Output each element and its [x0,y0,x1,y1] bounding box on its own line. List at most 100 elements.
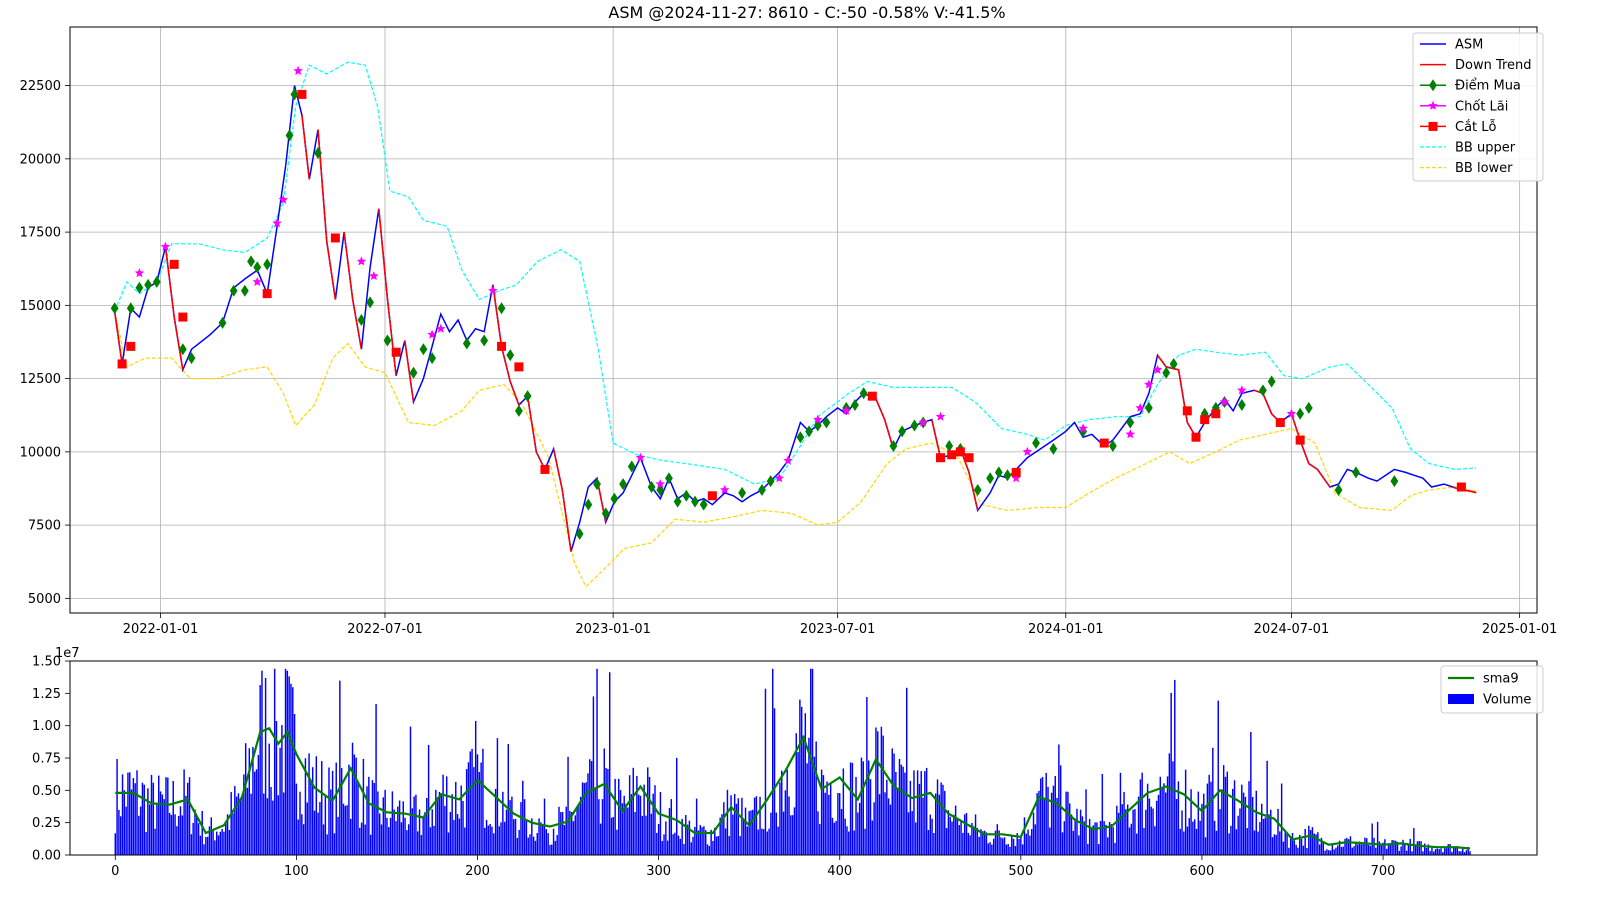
volume-bar [596,668,598,855]
volume-bar [1309,830,1312,855]
volume-bar [330,789,332,855]
volume-bar [132,778,135,855]
volume-bar [192,822,194,855]
down-trend-segment [164,246,184,370]
volume-bar [1420,841,1422,855]
volume-bar [732,814,734,855]
volume-bar [1020,837,1022,855]
volume-bar [973,826,975,855]
volume-bar [1076,808,1078,855]
volume-bar [585,782,587,855]
volume-bar [641,815,644,855]
volume-bar [1079,809,1082,855]
volume-bar [1427,844,1430,855]
volume-bar [1184,769,1187,855]
volume-bar [893,753,895,855]
volume-bar [936,779,939,855]
volume-bar [1344,838,1346,855]
volume-bar [887,798,890,855]
down-trend-segment [301,114,311,180]
volume-bar [886,779,888,855]
volume-bar [877,731,879,855]
stop-loss-marker [955,447,965,457]
volume-bar [543,798,546,855]
volume-bar [1034,824,1037,855]
volume-bar [650,813,653,855]
volume-bar [1356,844,1359,855]
volume-bar [657,824,660,855]
volume-bar [232,813,234,855]
volume-bar [404,817,406,855]
volume-bar [362,758,365,855]
volume-bar [1087,843,1089,855]
volume-bar [1139,779,1142,855]
stop-loss-marker [1295,435,1305,445]
price-x-tick-label: 2024-07-01 [1254,622,1330,637]
volume-bar [735,803,738,855]
volume-bar [1052,785,1055,855]
volume-bar [427,744,430,855]
volume-bar [150,774,153,855]
take-profit-marker [635,452,646,462]
down-trend-segment [1254,389,1281,424]
volume-bar [1040,778,1042,855]
volume-y-tick-label: 0.00 [32,849,61,864]
volume-multiplier-label: 1e7 [55,646,80,661]
volume-bar [552,828,555,855]
volume-bar [400,822,403,855]
buy-point-marker [575,527,584,540]
volume-bar [983,830,986,855]
volume-bar [1085,789,1087,855]
take-profit-marker [436,323,446,333]
volume-bar [1335,847,1337,855]
volume-bar [1054,776,1056,855]
volume-bar [797,751,799,855]
volume-bar [1253,830,1256,855]
volume-bar [808,737,810,855]
volume-bar [460,785,462,855]
volume-bar [750,810,752,855]
volume-bar [1074,818,1076,855]
volume-axes-frame [69,660,1538,856]
volume-bar [456,814,459,855]
volume-bar [1114,842,1116,855]
price-legend: ASM Down Trend Điểm Mua Chốt Lãi Cắt Lỗ BB up… [1412,32,1544,182]
volume-bar [773,708,776,855]
volume-bar [857,812,859,855]
take-profit-marker [655,479,665,489]
volume-bar [297,819,299,855]
buy-point-marker [218,316,227,329]
volume-bar [1233,780,1236,855]
volume-bar [752,809,754,855]
volume-bar [266,798,269,855]
volume-bar [580,796,582,855]
volume-bar [1174,679,1176,855]
take-profit-marker [935,411,946,421]
volume-bar [1460,851,1462,855]
volume-bar [386,818,388,855]
volume-bar [616,829,618,855]
volume-bar [1364,837,1366,855]
volume-bar [1416,841,1419,855]
buy-point-marker [647,481,656,494]
volume-bar [1235,829,1238,855]
volume-bar [1423,843,1426,855]
buy-point-marker [910,419,919,432]
volume-bar [719,817,721,855]
volume-bar [962,832,964,855]
volume-bar [340,768,343,855]
volume-bar [328,767,330,855]
volume-bar [628,775,631,855]
volume-bar [436,797,439,855]
volume-bar [1179,828,1181,855]
volume-bar [898,758,901,855]
volume-bar [1217,700,1219,855]
volume-bar [1014,846,1017,855]
buy-point-marker [1352,466,1360,479]
volume-bar [612,817,615,855]
volume-bar [880,726,883,855]
volume-bar [590,761,593,855]
volume-bar [172,781,174,855]
volume-bar [884,792,886,855]
volume-bar [630,794,633,855]
